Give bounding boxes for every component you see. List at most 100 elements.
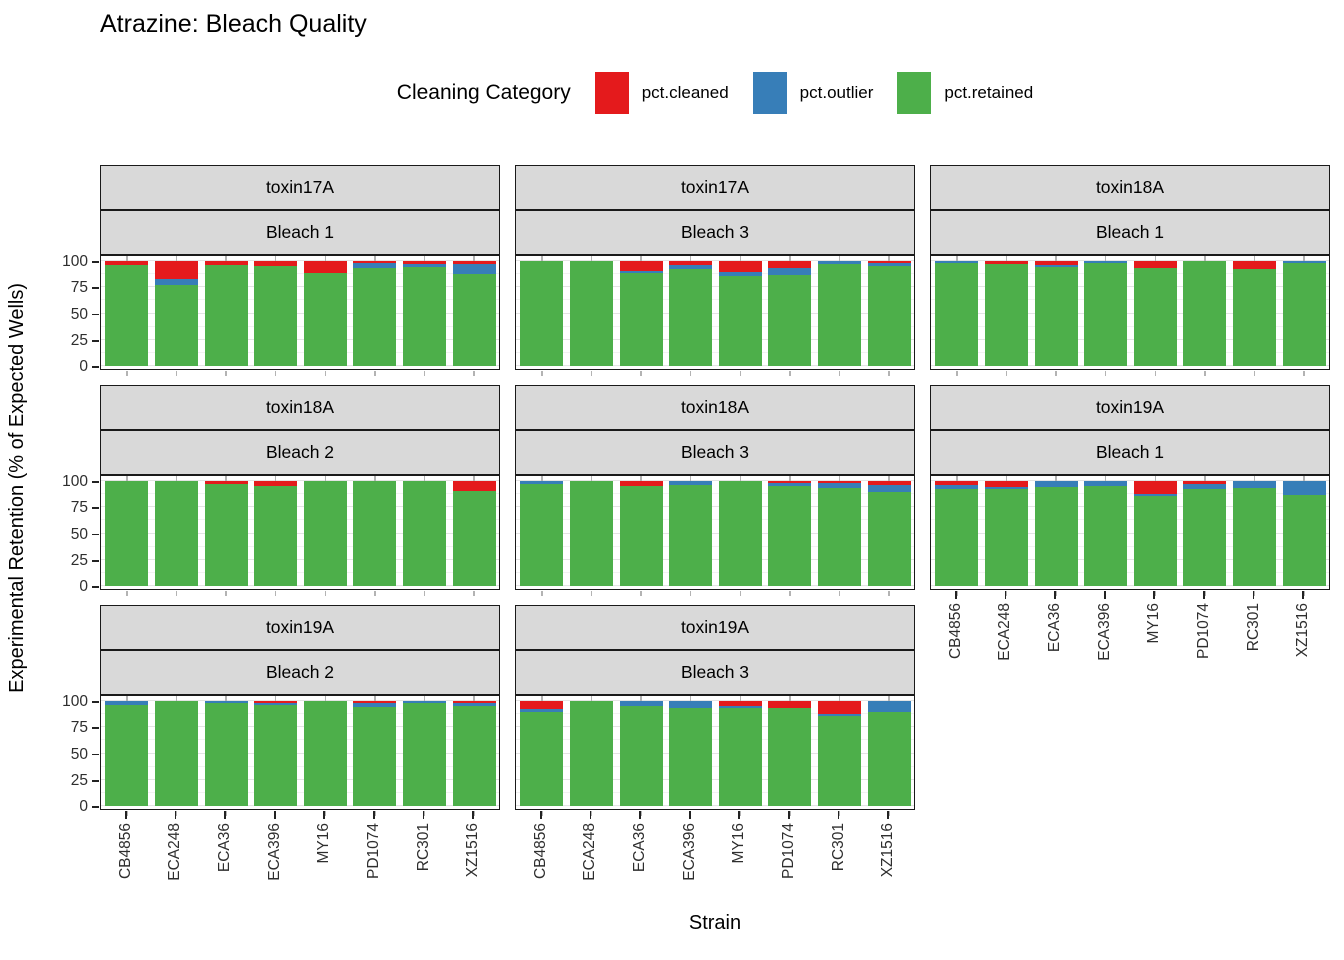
panel-tick-bottom — [956, 591, 958, 596]
bar-segment-retained — [818, 488, 862, 586]
x-tick-label-RC301: RC301 — [1244, 603, 1262, 652]
x-tick-label-MY16: MY16 — [1145, 603, 1163, 644]
panel-tick-top — [1154, 476, 1157, 481]
panel-tick-bottom — [789, 371, 791, 376]
panel-tick-bottom — [789, 811, 791, 816]
facet-strip-bleach: Bleach 1 — [930, 430, 1330, 475]
panel-tick-bottom — [541, 591, 543, 596]
bar-segment-outlier — [619, 270, 663, 273]
y-tick-label: 25 — [70, 551, 88, 569]
legend-item-retained: pct.retained — [897, 72, 1033, 114]
x-tick-label-ECA248: ECA248 — [581, 823, 599, 881]
bar-segment-cleaned — [353, 701, 397, 704]
bar-segment-cleaned — [669, 261, 713, 266]
gridline-minor — [516, 493, 914, 495]
gridline-minor — [101, 545, 499, 547]
x-axis-tick — [837, 811, 840, 819]
gridline-major — [101, 752, 499, 754]
gridline-minor — [516, 519, 914, 521]
x-axis-tick — [373, 811, 375, 819]
panel-tick-top — [473, 476, 475, 481]
panel-tick-bottom — [689, 811, 692, 816]
panel-tick-bottom — [1204, 591, 1206, 596]
bar-segment-retained — [768, 486, 812, 586]
bar-segment-retained — [254, 705, 298, 806]
panel-tick-bottom — [274, 811, 277, 816]
y-axis-tick — [92, 779, 99, 782]
x-axis-tick — [639, 811, 641, 819]
gridline-minor — [931, 571, 1329, 573]
gridline-minor — [516, 739, 914, 741]
bar-segment-cleaned — [520, 701, 564, 710]
panel-tick-bottom — [175, 591, 178, 596]
bar-segment-cleaned — [718, 261, 762, 272]
panel-tick-bottom — [1303, 371, 1305, 376]
gridline-minor — [516, 571, 914, 573]
panel-tick-top — [590, 256, 593, 261]
panel-tick-bottom — [640, 371, 642, 376]
y-axis-tick — [92, 533, 99, 536]
bar-segment-retained — [867, 266, 911, 366]
bar-segment-retained — [1183, 261, 1227, 366]
gridline-minor — [101, 325, 499, 327]
gridline-minor — [516, 299, 914, 301]
legend-item-outlier: pct.outlier — [752, 72, 874, 114]
panel-tick-top — [126, 256, 128, 261]
panel-tick-top — [324, 696, 327, 701]
gridline-major — [516, 532, 914, 534]
bar-segment-retained — [669, 485, 713, 586]
gridline-major — [931, 532, 1329, 534]
panel-tick-top — [739, 696, 742, 701]
x-tick-label-ECA396: ECA396 — [265, 823, 283, 881]
panel-tick-top — [640, 256, 642, 261]
panel-tick-bottom — [590, 591, 593, 596]
legend: Cleaning Category pct.cleaned pct.outlie… — [100, 72, 1330, 114]
gridline-minor — [101, 493, 499, 495]
y-tick-label: 75 — [70, 279, 88, 297]
legend-label: pct.outlier — [799, 83, 874, 102]
bar-segment-outlier — [1034, 265, 1078, 268]
bar-segment-cleaned — [204, 480, 248, 485]
panel-tick-bottom — [739, 591, 742, 596]
facet-plot — [930, 475, 1330, 596]
bar-segment-cleaned — [1133, 481, 1177, 494]
panel-tick-bottom — [1303, 591, 1305, 596]
x-tick-label-ECA36: ECA36 — [631, 823, 649, 873]
bar-segment-outlier — [669, 265, 713, 270]
panel-tick-bottom — [1055, 371, 1057, 376]
bar-segment-retained — [154, 701, 198, 806]
bar-segment-outlier — [520, 480, 564, 485]
gridline-major — [516, 585, 914, 586]
bar-segment-retained — [353, 707, 397, 806]
retained-swatch-icon — [897, 72, 932, 114]
panel-tick-top — [689, 476, 692, 481]
gridline-minor — [101, 571, 499, 573]
x-axis-title: Strain — [688, 912, 742, 934]
panel-tick-top — [1303, 256, 1305, 261]
x-axis-tick — [1054, 591, 1056, 599]
gridline-major — [101, 365, 499, 366]
panel-tick-bottom — [590, 811, 593, 816]
panel-tick-top — [888, 476, 890, 481]
bar-segment-retained — [669, 269, 713, 366]
x-tick-label-PD1074: PD1074 — [779, 823, 797, 880]
gridline-minor — [931, 299, 1329, 301]
bar-segment-retained — [204, 703, 248, 806]
bar-segment-cleaned — [718, 700, 762, 707]
gridline-major — [516, 506, 914, 508]
facet-plot — [100, 475, 500, 596]
bar-segment-cleaned — [204, 261, 248, 266]
x-axis-tick — [323, 811, 326, 819]
gridline-major — [931, 312, 1329, 314]
gridline-major — [516, 558, 914, 560]
panel-tick-top — [789, 696, 791, 701]
panel-tick-top — [1204, 476, 1206, 481]
bar-segment-retained — [669, 708, 713, 806]
facet-strip-bleach: Bleach 2 — [100, 650, 500, 695]
facet-strip-bleach: Bleach 2 — [100, 430, 500, 475]
bar-segment-retained — [1233, 269, 1277, 366]
panel-tick-top — [888, 256, 890, 261]
bar-segment-cleaned — [1233, 261, 1277, 270]
